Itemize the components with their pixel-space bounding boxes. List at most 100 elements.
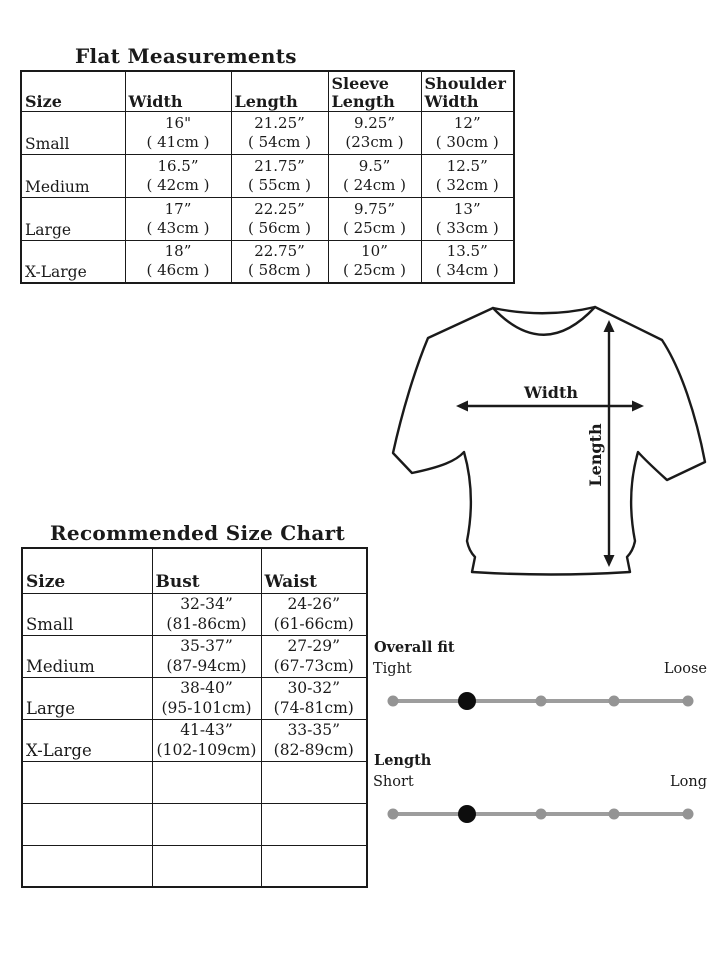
scale-dot [387, 695, 399, 707]
value-inches: 9.5” [358, 156, 391, 175]
recommended-size-chart-title: Recommended Size Chart [50, 521, 345, 545]
scale-dot [682, 808, 694, 820]
size-header-bust: Bust [151, 547, 262, 594]
value-cm: ( 24cm ) [343, 175, 406, 194]
width-cell: 18”( 46cm ) [124, 239, 232, 284]
sleeve-cell: 9.75”( 25cm ) [327, 196, 422, 241]
scale-dot [608, 695, 620, 707]
width-cell: 16.5”( 42cm ) [124, 153, 232, 198]
scale-dot [387, 808, 399, 820]
value-inches: 12” [453, 113, 481, 132]
value-inches: 22.75” [254, 242, 305, 261]
flat-row-xlarge: X-Large 18”( 46cm ) 22.75”( 58cm ) 10”( … [20, 239, 515, 284]
value-inches: 21.25” [254, 113, 305, 132]
sleeve-cell: 9.25” (23cm ) [327, 110, 422, 155]
length-fit-scale: Length Short Long [373, 752, 707, 832]
width-cell: 16"( 41cm ) [124, 110, 232, 155]
shoulder-cell: 13”( 33cm ) [420, 196, 515, 241]
value-inches: 17” [164, 199, 192, 218]
length-cell: 21.75”( 55cm ) [230, 153, 329, 198]
shoulder-cell: 12”( 30cm ) [420, 110, 515, 155]
scale-dot [682, 695, 694, 707]
value-inches: 10” [361, 242, 388, 261]
value-cm: (74-81cm) [273, 699, 354, 717]
long-label: Long [670, 774, 707, 790]
value-cm: ( 43cm ) [146, 218, 210, 237]
value-inches: 24-26” [287, 595, 341, 613]
size-label: X-Large [20, 239, 126, 284]
flat-row-small: Small 16"( 41cm ) 21.25”( 54cm ) 9.25” (2… [20, 110, 515, 155]
tshirt-outline [391, 305, 707, 576]
size-label: Large [20, 196, 126, 241]
flat-row-large: Large 17”( 43cm ) 22.25”( 56cm ) 9.75”( … [20, 196, 515, 241]
flat-row-medium: Medium 16.5”( 42cm ) 21.75”( 55cm ) 9.5”… [20, 153, 515, 198]
value-cm: ( 46cm ) [146, 261, 210, 280]
size-table-header-row: Size Bust Waist [21, 547, 368, 594]
value-cm: ( 55cm ) [248, 175, 311, 194]
size-row-medium: Medium 35-37” (87-94cm) 27-29” (67-73cm) [21, 634, 368, 678]
waist-cell: 33-35” (82-89cm) [260, 718, 368, 762]
scale-dot [535, 695, 546, 707]
bust-cell: 38-40” (95-101cm) [151, 676, 262, 720]
flat-measurements-title: Flat Measurements [75, 44, 297, 68]
value-cm: ( 54cm ) [248, 132, 311, 151]
value-cm: (23cm ) [345, 132, 404, 151]
waist-cell: 24-26” (61-66cm) [260, 592, 368, 636]
size-header-size: Size [21, 547, 153, 594]
flat-header-width: Width [124, 70, 232, 112]
flat-header-sleeve-length: Sleeve Length [327, 70, 422, 112]
size-label: Medium [20, 153, 126, 198]
value-inches: 13.5” [446, 242, 488, 261]
length-arrow [603, 320, 615, 567]
value-inches: 33-35” [287, 721, 341, 739]
value-cm: ( 58cm ) [248, 261, 311, 280]
size-label: Medium [21, 634, 153, 678]
size-label: Large [21, 676, 153, 720]
flat-header-shoulder-width: Shoulder Width [420, 70, 515, 112]
value-inches: 30-32” [287, 679, 341, 697]
value-inches: 16" [165, 113, 191, 132]
scale-dot [535, 808, 546, 820]
scale-dot [608, 808, 620, 820]
sleeve-cell: 9.5”( 24cm ) [327, 153, 422, 198]
width-arrow-label: Width [523, 383, 578, 402]
length-cell: 21.25”( 54cm ) [230, 110, 329, 155]
overall-fit-track [387, 691, 694, 711]
overall-fit-title: Overall fit [374, 639, 455, 656]
width-cell: 17”( 43cm ) [124, 196, 232, 241]
value-cm: ( 41cm ) [146, 132, 210, 151]
tshirt-diagram: Width Length [385, 295, 715, 595]
value-cm: ( 25cm ) [343, 261, 406, 280]
length-fit-title: Length [374, 752, 432, 769]
value-inches: 27-29” [287, 637, 341, 655]
size-label: Small [21, 592, 153, 636]
size-row-small: Small 32-34” (81-86cm) 24-26” (61-66cm) [21, 592, 368, 636]
collar-band [491, 305, 597, 336]
value-inches: 22.25” [254, 199, 305, 218]
size-label: Small [20, 110, 126, 155]
size-row-large: Large 38-40” (95-101cm) 30-32” (74-81cm) [21, 676, 368, 720]
value-cm: (87-94cm) [166, 657, 247, 675]
value-inches: 21.75” [254, 156, 305, 175]
empty-row [21, 760, 368, 804]
value-inches: 32-34” [180, 595, 233, 613]
value-cm: (81-86cm) [166, 615, 247, 633]
width-arrow [456, 400, 644, 412]
length-arrow-label: Length [586, 423, 605, 487]
flat-header-length: Length [230, 70, 329, 112]
value-cm: (67-73cm) [273, 657, 354, 675]
flat-header-size: Size [20, 70, 126, 112]
value-inches: 18” [164, 242, 192, 261]
short-label: Short [373, 774, 414, 790]
value-inches: 12.5” [446, 156, 488, 175]
size-row-xlarge: X-Large 41-43” (102-109cm) 33-35” (82-89cm… [21, 718, 368, 762]
loose-label: Loose [663, 661, 707, 677]
value-cm: ( 33cm ) [435, 218, 499, 237]
value-cm: (95-101cm) [161, 699, 252, 717]
empty-row [21, 844, 368, 888]
value-cm: ( 30cm ) [435, 132, 499, 151]
waist-cell: 27-29” (67-73cm) [260, 634, 368, 678]
value-inches: 16.5” [157, 156, 199, 175]
flat-table-header-row: Size Width Length Sleeve Length Shoulder… [20, 70, 515, 112]
value-inches: 41-43” [180, 721, 233, 739]
